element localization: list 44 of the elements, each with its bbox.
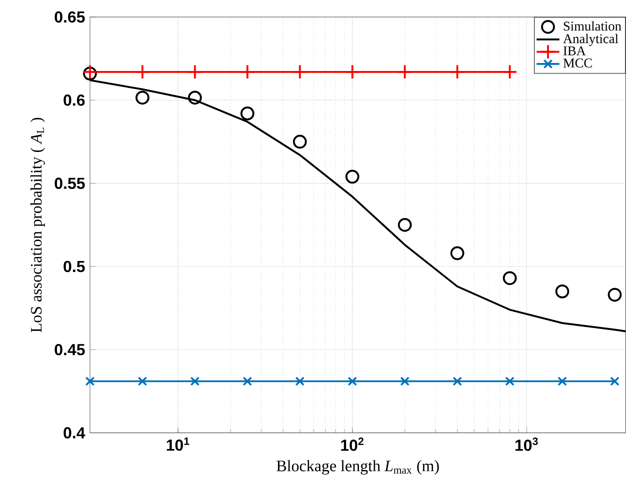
y-tick-label: 0.45 — [54, 344, 85, 356]
point — [292, 134, 307, 149]
point — [502, 64, 518, 80]
point — [138, 376, 148, 386]
x-tick-label: 10$^{1}$ — [166, 438, 190, 451]
y-tick-label: 0.65 — [54, 11, 85, 23]
point — [348, 376, 358, 386]
point — [345, 170, 360, 184]
point — [555, 284, 570, 298]
x-axis-title: Blockage length L$_{max}$ (m) — [276, 460, 439, 475]
point — [450, 246, 464, 260]
point — [295, 376, 305, 386]
point — [505, 376, 514, 386]
point — [240, 64, 255, 80]
point — [136, 90, 150, 105]
y-tick-label: 0.6 — [64, 94, 85, 106]
point — [344, 64, 360, 80]
legend-label: Simulation — [564, 21, 622, 31]
point — [608, 288, 622, 302]
point — [188, 90, 202, 105]
y-tick-label: 0.5 — [64, 260, 85, 272]
x-tick-label: 10$^{2}$ — [341, 438, 364, 452]
legend-label: Analytical — [563, 34, 618, 46]
point — [187, 64, 203, 80]
point — [240, 106, 254, 121]
point — [397, 64, 412, 80]
point — [190, 376, 200, 386]
y-tick-label: 0.55 — [54, 178, 85, 190]
point — [502, 271, 517, 286]
point — [292, 64, 308, 80]
legend-label: MCC — [563, 58, 592, 68]
point — [400, 376, 410, 386]
x-tick-label: 10$^{3}$ — [516, 438, 538, 452]
point — [452, 376, 462, 386]
y-tick-label: 0.4 — [64, 427, 86, 439]
point — [610, 376, 620, 386]
point — [558, 376, 567, 386]
point — [450, 64, 465, 80]
point — [398, 218, 412, 232]
point — [85, 376, 95, 386]
point — [242, 376, 252, 386]
y-axis-title: LoS association probability ( A$_{L}$ ) — [30, 118, 45, 332]
legend-label: IBA — [563, 46, 586, 56]
point — [134, 64, 150, 80]
